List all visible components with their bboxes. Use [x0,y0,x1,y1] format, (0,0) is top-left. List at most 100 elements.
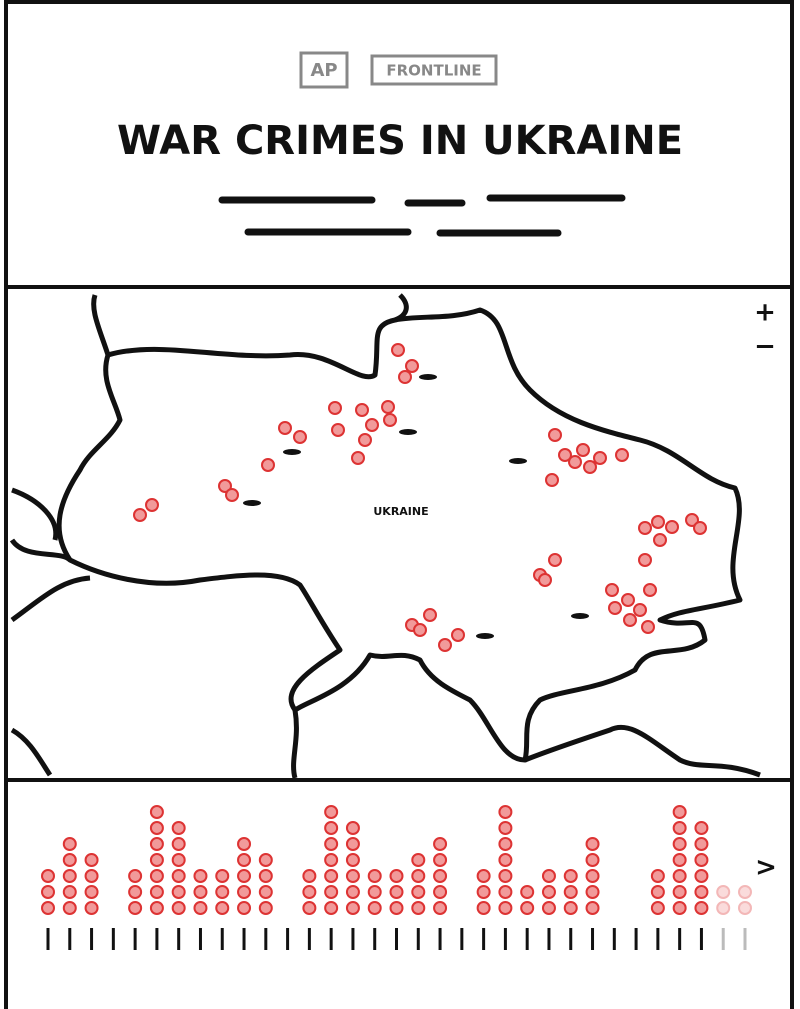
day-stack[interactable] [694,821,709,915]
day-stack[interactable] [476,869,491,915]
incident[interactable] [545,473,559,487]
dot [62,885,77,899]
incident[interactable] [405,359,419,373]
incident[interactable] [605,583,619,597]
day-stack[interactable] [367,869,382,915]
incident[interactable] [643,583,657,597]
dot [411,869,426,883]
incident[interactable] [685,513,699,527]
dot [324,853,339,867]
incident[interactable] [225,488,239,502]
day-stack[interactable] [41,869,55,915]
day-stack[interactable] [171,821,186,915]
incident[interactable] [423,608,437,622]
incident[interactable] [623,613,637,627]
incident[interactable] [278,421,292,435]
incident[interactable] [548,553,562,567]
day-stack[interactable] [258,853,273,915]
incident[interactable] [351,451,365,465]
day-stack[interactable] [433,837,448,915]
incident[interactable] [391,343,405,357]
dot [367,869,382,883]
day-stack[interactable] [563,869,578,915]
logo[interactable]: AP [310,60,337,81]
dot [193,885,208,899]
day-stack[interactable] [84,853,99,915]
timeline [41,805,752,950]
logo[interactable]: FRONTLINE [386,62,481,80]
zoom-in[interactable]: + [754,298,776,328]
incident[interactable] [538,573,552,587]
day-stack[interactable] [650,869,665,915]
incident[interactable] [638,521,652,535]
incident[interactable] [355,403,369,417]
incident[interactable] [145,498,159,512]
dot [41,869,55,883]
day-stack[interactable] [62,837,77,915]
day-stack[interactable] [498,805,513,915]
incident[interactable] [358,433,372,447]
day-stack[interactable] [324,805,339,915]
incident[interactable] [381,400,395,414]
day-stack[interactable] [541,869,556,915]
incident[interactable] [328,401,342,415]
incident[interactable] [365,418,379,432]
incident[interactable] [398,370,412,384]
dot [585,869,600,883]
dot [171,853,186,867]
incident[interactable] [413,623,427,637]
incident[interactable] [615,448,629,462]
dot [672,821,687,835]
dot [193,901,208,915]
incident[interactable] [608,601,622,615]
incident[interactable] [641,620,655,634]
incident[interactable] [438,638,452,652]
day-stack[interactable] [585,837,600,915]
dot [345,853,360,867]
dot [476,885,491,899]
incident[interactable] [451,628,465,642]
incident[interactable] [576,443,590,457]
incident[interactable] [693,521,707,535]
day-stack[interactable] [149,805,164,915]
incident[interactable] [568,455,582,469]
day-stack[interactable] [345,821,360,915]
day-stack[interactable] [215,869,230,915]
dot [585,901,600,915]
day-stack[interactable] [389,869,404,915]
incident[interactable] [218,479,232,493]
incident[interactable] [621,593,635,607]
incident[interactable] [651,515,665,529]
incident[interactable] [383,413,397,427]
day-stack[interactable] [716,885,731,915]
incident[interactable] [633,603,647,617]
dot [128,869,143,883]
day-stack[interactable] [672,805,687,915]
dot [476,869,491,883]
incident[interactable] [558,448,572,462]
incident[interactable] [261,458,275,472]
dot [411,885,426,899]
incident[interactable] [593,451,607,465]
day-stack[interactable] [193,869,208,915]
dot [84,869,99,883]
incident[interactable] [583,460,597,474]
incident[interactable] [293,430,307,444]
day-stack[interactable] [738,885,752,915]
day-stack[interactable] [302,869,317,915]
day-stack[interactable] [237,837,252,915]
day-stack[interactable] [128,869,143,915]
incident[interactable] [331,423,345,437]
incident[interactable] [653,533,667,547]
incident[interactable] [638,553,652,567]
incident[interactable] [665,520,679,534]
zoom-out[interactable]: − [754,332,776,362]
day-stack[interactable] [520,885,535,915]
frame [4,0,794,1009]
dot [215,885,230,899]
next-button[interactable]: > [755,853,777,883]
map [9,293,761,779]
day-stack[interactable] [411,853,426,915]
incident[interactable] [133,508,147,522]
incident[interactable] [548,428,562,442]
